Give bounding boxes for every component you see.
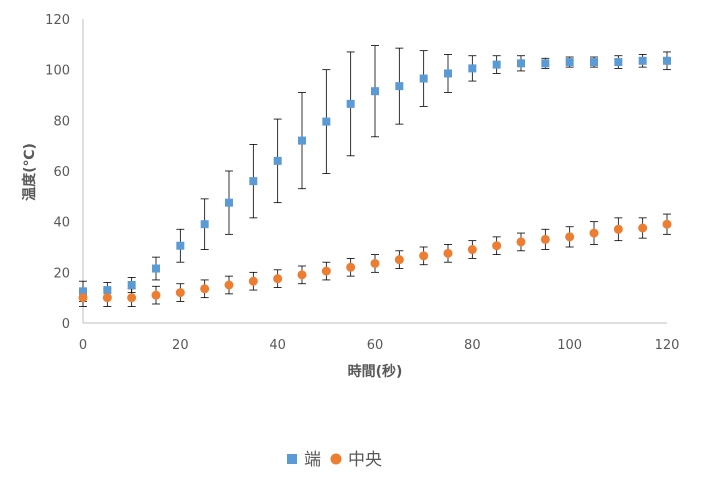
- series-1-point: [419, 74, 428, 83]
- legend: 端 中央: [287, 450, 382, 470]
- series-1-point: [444, 69, 452, 78]
- series-2-point: [516, 237, 526, 247]
- axes-layer: [82, 19, 667, 324]
- series-2-point: [127, 293, 137, 303]
- x-tick-label: 120: [655, 338, 680, 353]
- series-2-point: [589, 228, 599, 238]
- series-2-point: [370, 258, 380, 268]
- series-2-point: [492, 241, 502, 251]
- series-1-point: [249, 177, 258, 186]
- series-2-point: [467, 245, 477, 255]
- y-tick-label: 100: [45, 64, 70, 79]
- series-2-point: [151, 290, 161, 300]
- series-1-point: [225, 198, 233, 207]
- y-tick-label: 80: [53, 114, 70, 129]
- series-2-point: [662, 219, 672, 229]
- markers-layer: [78, 56, 672, 303]
- series-2-point: [175, 288, 185, 298]
- x-tick-label: 0: [79, 338, 87, 353]
- series-2-point: [394, 255, 404, 265]
- series-2-point: [346, 262, 356, 272]
- series-1-point: [541, 59, 550, 68]
- series-2-point: [102, 293, 112, 303]
- series-1-point: [152, 264, 160, 273]
- series-1-point: [614, 58, 623, 67]
- y-axis-title: 温度(℃): [21, 143, 38, 201]
- series-2-point: [248, 276, 258, 286]
- series-1-point: [273, 156, 282, 165]
- series-1-point: [468, 64, 477, 73]
- legend-series-1-label: 端: [304, 450, 321, 470]
- series-2-point: [78, 293, 88, 303]
- y-tick-label: 20: [53, 266, 70, 281]
- series-1-point: [663, 56, 671, 65]
- legend-series-2-marker: [330, 453, 342, 465]
- series-2-point: [200, 284, 210, 294]
- series-1-point: [200, 220, 209, 229]
- series-2-point: [613, 224, 623, 234]
- series-1-point: [322, 117, 331, 126]
- legend-series-1-marker: [287, 454, 297, 464]
- legend-series-2-label: 中央: [348, 450, 382, 470]
- series-1-point: [590, 58, 598, 67]
- series-2-point: [273, 274, 283, 284]
- series-1-point: [517, 59, 525, 68]
- series-2-point: [224, 280, 234, 290]
- x-tick-label: 80: [464, 338, 481, 353]
- series-2-point: [540, 234, 550, 244]
- series-1-point: [176, 241, 185, 250]
- tick-labels-layer: 0 20 40 60 80 100 120 0 20 40 60 80 100 120: [45, 13, 679, 353]
- x-tick-label: 20: [172, 338, 189, 353]
- series-2-point: [321, 266, 331, 276]
- series-1-point: [638, 56, 647, 65]
- series-1-point: [565, 58, 574, 67]
- x-tick-label: 40: [269, 338, 286, 353]
- y-tick-label: 120: [45, 13, 70, 28]
- y-tick-label: 40: [53, 216, 70, 231]
- series-1-point: [103, 286, 112, 295]
- series-2-point: [419, 251, 429, 261]
- x-tick-label: 60: [367, 338, 384, 353]
- series-1-point: [127, 281, 136, 289]
- series-1-point: [346, 99, 355, 108]
- series-2-point: [297, 270, 307, 280]
- series-2-point: [565, 232, 575, 242]
- series-1-point: [371, 87, 379, 96]
- x-axis-title: 時間(秒): [348, 363, 403, 380]
- series-1-point: [395, 82, 404, 91]
- y-tick-label: 0: [62, 317, 70, 332]
- series-2-point: [443, 248, 453, 258]
- x-tick-label: 100: [557, 338, 582, 353]
- series-2-point: [638, 223, 648, 233]
- series-1-point: [298, 136, 306, 145]
- y-tick-label: 60: [53, 165, 70, 180]
- series-1-point: [79, 287, 87, 296]
- series-1-point: [492, 60, 501, 69]
